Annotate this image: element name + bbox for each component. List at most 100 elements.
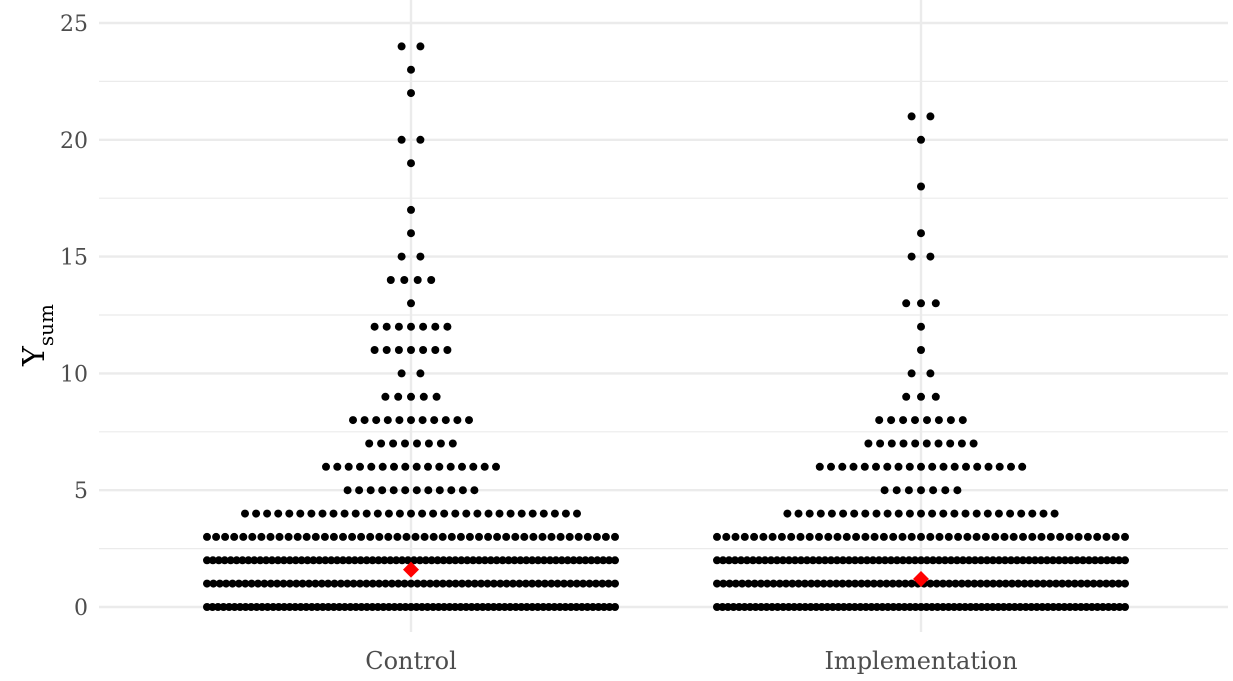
data-point: [994, 509, 1003, 518]
data-point: [869, 579, 878, 588]
data-point: [384, 509, 393, 518]
data-point: [782, 579, 790, 588]
data-point: [933, 603, 942, 611]
data-point: [435, 486, 444, 495]
data-point: [336, 579, 345, 588]
data-point: [463, 556, 472, 565]
data-point: [411, 532, 420, 541]
y-tick-label: 25: [60, 12, 88, 37]
data-point: [591, 579, 600, 588]
data-point: [738, 579, 747, 588]
data-point: [382, 322, 391, 331]
data-point: [375, 579, 384, 588]
data-point: [875, 416, 884, 425]
data-point: [1033, 579, 1042, 588]
data-point: [394, 392, 403, 401]
data-point: [241, 509, 249, 518]
data-point: [961, 603, 970, 611]
y-tick-labels: 0 5 10 15 20 25: [60, 12, 88, 621]
data-point: [285, 579, 294, 588]
data-point: [285, 603, 294, 611]
data-point: [416, 252, 425, 261]
data-point: [842, 532, 851, 541]
data-point: [407, 579, 415, 588]
y-tick-label: 15: [60, 246, 88, 271]
data-point: [556, 532, 565, 541]
data-point: [401, 603, 410, 611]
data-point: [950, 509, 959, 518]
data-point: [934, 439, 943, 448]
data-point: [729, 603, 738, 611]
data-point: [400, 276, 409, 284]
data-point: [273, 579, 282, 588]
data-point: [324, 579, 333, 588]
data-point: [386, 556, 395, 565]
data-point: [351, 509, 360, 518]
data-point: [796, 532, 805, 541]
data-point: [803, 556, 811, 565]
data-point: [484, 532, 493, 541]
data-point: [973, 462, 982, 471]
data-point: [335, 603, 344, 611]
data-point: [575, 556, 584, 565]
data-point: [419, 392, 428, 401]
data-point: [901, 579, 910, 588]
data-point: [395, 416, 404, 425]
data-point: [214, 556, 223, 565]
data-point: [1019, 532, 1027, 541]
x-tick-labels: Control Implementation: [365, 647, 1017, 675]
data-point: [977, 556, 985, 565]
data-point: [935, 532, 944, 541]
data-point: [838, 462, 847, 471]
data-point: [407, 89, 415, 98]
data-point: [236, 603, 245, 611]
data-point: [583, 603, 592, 611]
data-point: [1111, 532, 1120, 541]
data-point: [522, 556, 531, 565]
data-point: [373, 603, 382, 611]
data-point: [324, 603, 333, 611]
data-point: [1032, 603, 1041, 611]
data-point: [850, 509, 859, 518]
data-point: [394, 346, 403, 354]
data-point: [878, 603, 887, 611]
data-point: [1091, 556, 1099, 565]
data-point: [367, 462, 376, 471]
data-point: [962, 462, 970, 471]
data-point: [458, 486, 467, 495]
data-point: [982, 579, 991, 588]
data-point: [809, 556, 817, 565]
data-point: [969, 439, 978, 448]
data-point: [320, 532, 329, 541]
data-point: [833, 532, 842, 541]
data-point: [1010, 603, 1019, 611]
data-point: [268, 556, 276, 565]
data-point: [815, 462, 824, 471]
data-point: [806, 603, 815, 611]
data-point: [911, 416, 919, 425]
data-point: [418, 603, 426, 611]
data-point: [298, 579, 307, 588]
data-point: [517, 603, 526, 611]
data-point: [396, 603, 404, 611]
data-point: [1082, 603, 1091, 611]
data-point: [215, 579, 224, 588]
data-point: [266, 579, 275, 588]
data-point: [821, 556, 829, 565]
data-point: [458, 462, 466, 471]
data-point: [407, 65, 415, 74]
data-point: [1104, 603, 1113, 611]
data-point: [744, 579, 753, 588]
data-point: [995, 556, 1003, 565]
data-point: [907, 532, 916, 541]
data-point: [511, 532, 520, 541]
data-point: [456, 603, 465, 611]
data-point: [528, 603, 537, 611]
data-point: [279, 579, 288, 588]
data-point: [464, 579, 473, 588]
data-point: [401, 439, 409, 448]
data-point: [284, 532, 293, 541]
data-point: [302, 603, 311, 611]
data-point: [440, 603, 449, 611]
data-point: [230, 532, 239, 541]
